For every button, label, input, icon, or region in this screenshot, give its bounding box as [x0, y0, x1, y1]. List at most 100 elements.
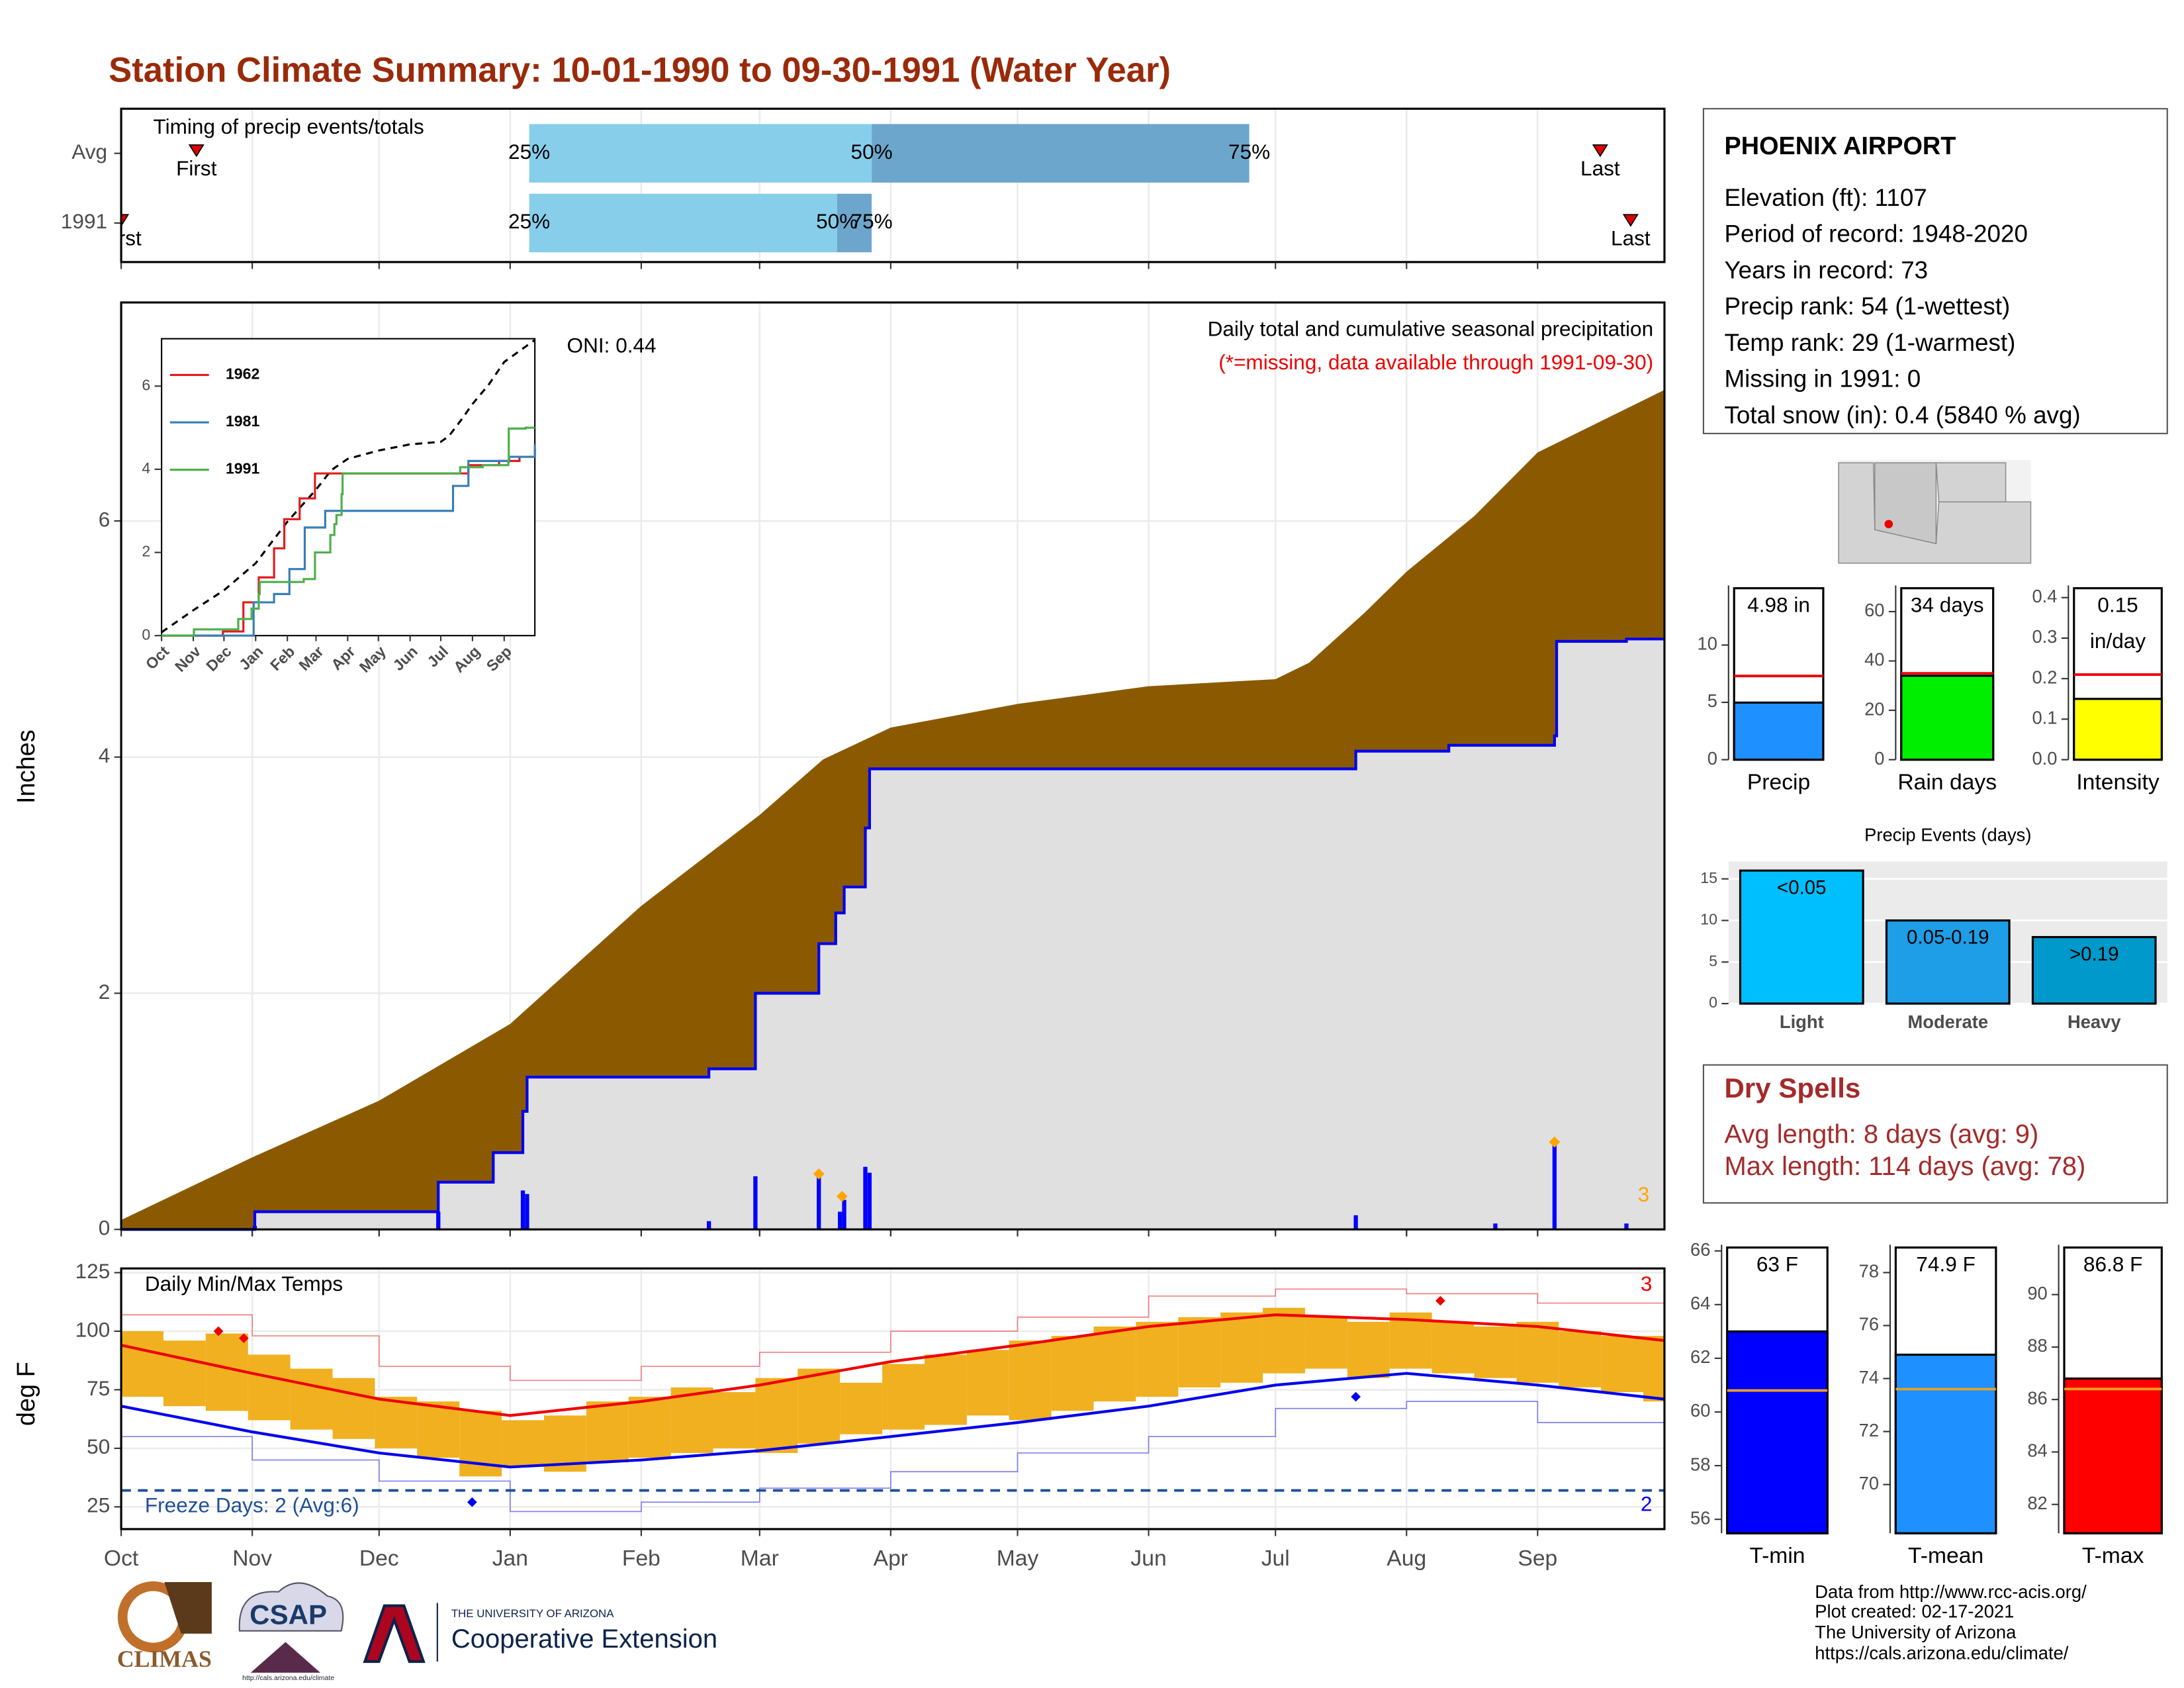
bar	[1726, 1330, 1829, 1534]
y-tick-label: 88	[2027, 1335, 2047, 1356]
y-tick-label: 40	[1864, 649, 1884, 670]
daily-range	[1009, 1340, 1052, 1421]
y-tick-label: 125	[75, 1259, 111, 1283]
value-label-box: 86.8 F	[2083, 1253, 2143, 1277]
observed-line	[121, 637, 1664, 1231]
record-marker	[1435, 1295, 1445, 1306]
x-tick-label: Mar	[741, 1546, 779, 1571]
y-tick-label: 86	[2027, 1387, 2047, 1408]
daily-bar	[252, 1225, 257, 1230]
category-label: Precip	[1747, 770, 1810, 794]
y-tick-label: 76	[1859, 1314, 1879, 1335]
y-tick-label: 5	[1707, 690, 1717, 711]
logos: CLIMAS CSAP http://cals.arizona.edu/clim…	[117, 1581, 717, 1682]
percent-label: 25%	[508, 140, 550, 164]
dry-spells-box	[1702, 1064, 2168, 1204]
y-tick-label: 0.1	[2032, 708, 2057, 728]
y-tick-label: 5	[1709, 952, 1717, 969]
y-tick-label: 2	[99, 980, 111, 1004]
daily-range	[1304, 1317, 1347, 1369]
footer: Data from http://www.rcc-acis.org/ Plot …	[1815, 1581, 2087, 1664]
y-tick-label: 0	[1874, 748, 1884, 769]
value-label: 0.05-0.19	[1907, 927, 1989, 949]
y-tick-label: 90	[2027, 1283, 2047, 1303]
y-tick-label: 72	[1859, 1420, 1879, 1440]
record-min-line	[121, 1401, 1665, 1513]
daily-range	[1093, 1326, 1136, 1402]
event-marker	[1592, 144, 1608, 158]
bar	[2073, 698, 2163, 761]
x-tick-label: Jun	[1130, 1546, 1166, 1571]
value-label: 63 F	[1756, 1253, 1799, 1277]
daily-bar	[1493, 1223, 1498, 1230]
observed-area	[121, 639, 1664, 1230]
y-axis-label: Inches	[13, 729, 40, 804]
info-line: Years in record: 73	[1724, 256, 1928, 283]
daily-range	[1178, 1317, 1221, 1387]
y-tick-label: 0	[99, 1216, 111, 1240]
y-tick-label: 0	[1709, 994, 1717, 1011]
daily-range	[882, 1364, 925, 1430]
y-tick-label: 10	[1700, 911, 1717, 928]
frame	[120, 107, 1666, 263]
daily-range	[1136, 1321, 1179, 1397]
timing-title: Timing of precip events/totals	[154, 115, 424, 138]
daily-range	[502, 1420, 544, 1468]
percent-label: 25%	[508, 209, 550, 233]
daily-range	[1220, 1312, 1263, 1383]
average-line	[161, 339, 536, 633]
series-line	[161, 444, 536, 637]
daily-range	[1474, 1326, 1517, 1378]
category-label: T-max	[2082, 1544, 2144, 1568]
dry-spells-title: Dry Spells	[1724, 1072, 1860, 1103]
event-marker	[121, 214, 130, 227]
csap-text: CSAP	[250, 1599, 327, 1630]
info-line: Temp rank: 29 (1-warmest)	[1724, 329, 2015, 356]
record-marker	[813, 1168, 825, 1180]
daily-range	[1051, 1336, 1094, 1411]
x-tick-label: Apr	[874, 1546, 908, 1571]
daily-range	[290, 1368, 333, 1430]
oni: ONI: 0.44	[567, 334, 657, 357]
x-tick-label: Feb	[622, 1546, 660, 1571]
y-tick-label: 66	[1690, 1239, 1710, 1260]
daily-range	[332, 1378, 375, 1439]
category-label: T-mean	[1908, 1544, 1983, 1568]
record-max-line	[121, 1288, 1665, 1382]
footer-line: The University of Arizona	[1815, 1622, 2017, 1642]
daily-range	[670, 1387, 713, 1453]
event-label: Last	[1580, 156, 1620, 180]
footer-line: https://cals.arizona.edu/climate/	[1815, 1643, 2069, 1664]
map-arizona	[1874, 462, 1937, 545]
legend-label: 1991	[226, 460, 260, 477]
y-tick-label: 74	[1859, 1367, 1879, 1387]
value-label-box: 63 F	[1756, 1253, 1799, 1277]
daily-range	[755, 1378, 798, 1453]
daily-range	[924, 1354, 967, 1425]
x-tick-label: Sep	[1518, 1546, 1557, 1571]
daily-range	[628, 1397, 671, 1458]
daily-bar	[838, 1211, 842, 1230]
daily-bar	[706, 1221, 711, 1230]
daily-range	[586, 1401, 629, 1463]
daily-range	[1263, 1307, 1305, 1374]
daily-range	[1516, 1321, 1559, 1383]
category-label: Intensity	[2076, 770, 2160, 794]
info-line: Total snow (in): 0.4 (5840 % avg)	[1724, 401, 2080, 428]
x-tick-label: Jul	[1261, 1546, 1290, 1571]
value-label: 0.15 in/day	[2089, 594, 2146, 654]
y-tick-label: 4	[142, 459, 150, 477]
y-tick-label: 6	[99, 507, 111, 531]
legend-label: 1981	[226, 412, 260, 430]
value-label-box: 0.15 in/day	[2089, 594, 2146, 654]
daily-range	[1432, 1321, 1475, 1374]
event-label: Last	[1611, 226, 1651, 250]
station-name: PHOENIX AIRPORT	[1724, 132, 1956, 160]
event-marker	[1622, 214, 1639, 227]
daily-bar	[753, 1176, 758, 1230]
daily-bar	[1552, 1144, 1557, 1230]
station-info: Elevation (ft): 1107 Period of record: 1…	[1724, 184, 2080, 428]
y-tick-label: 2	[142, 543, 150, 560]
record-count: 3	[1641, 1272, 1653, 1295]
